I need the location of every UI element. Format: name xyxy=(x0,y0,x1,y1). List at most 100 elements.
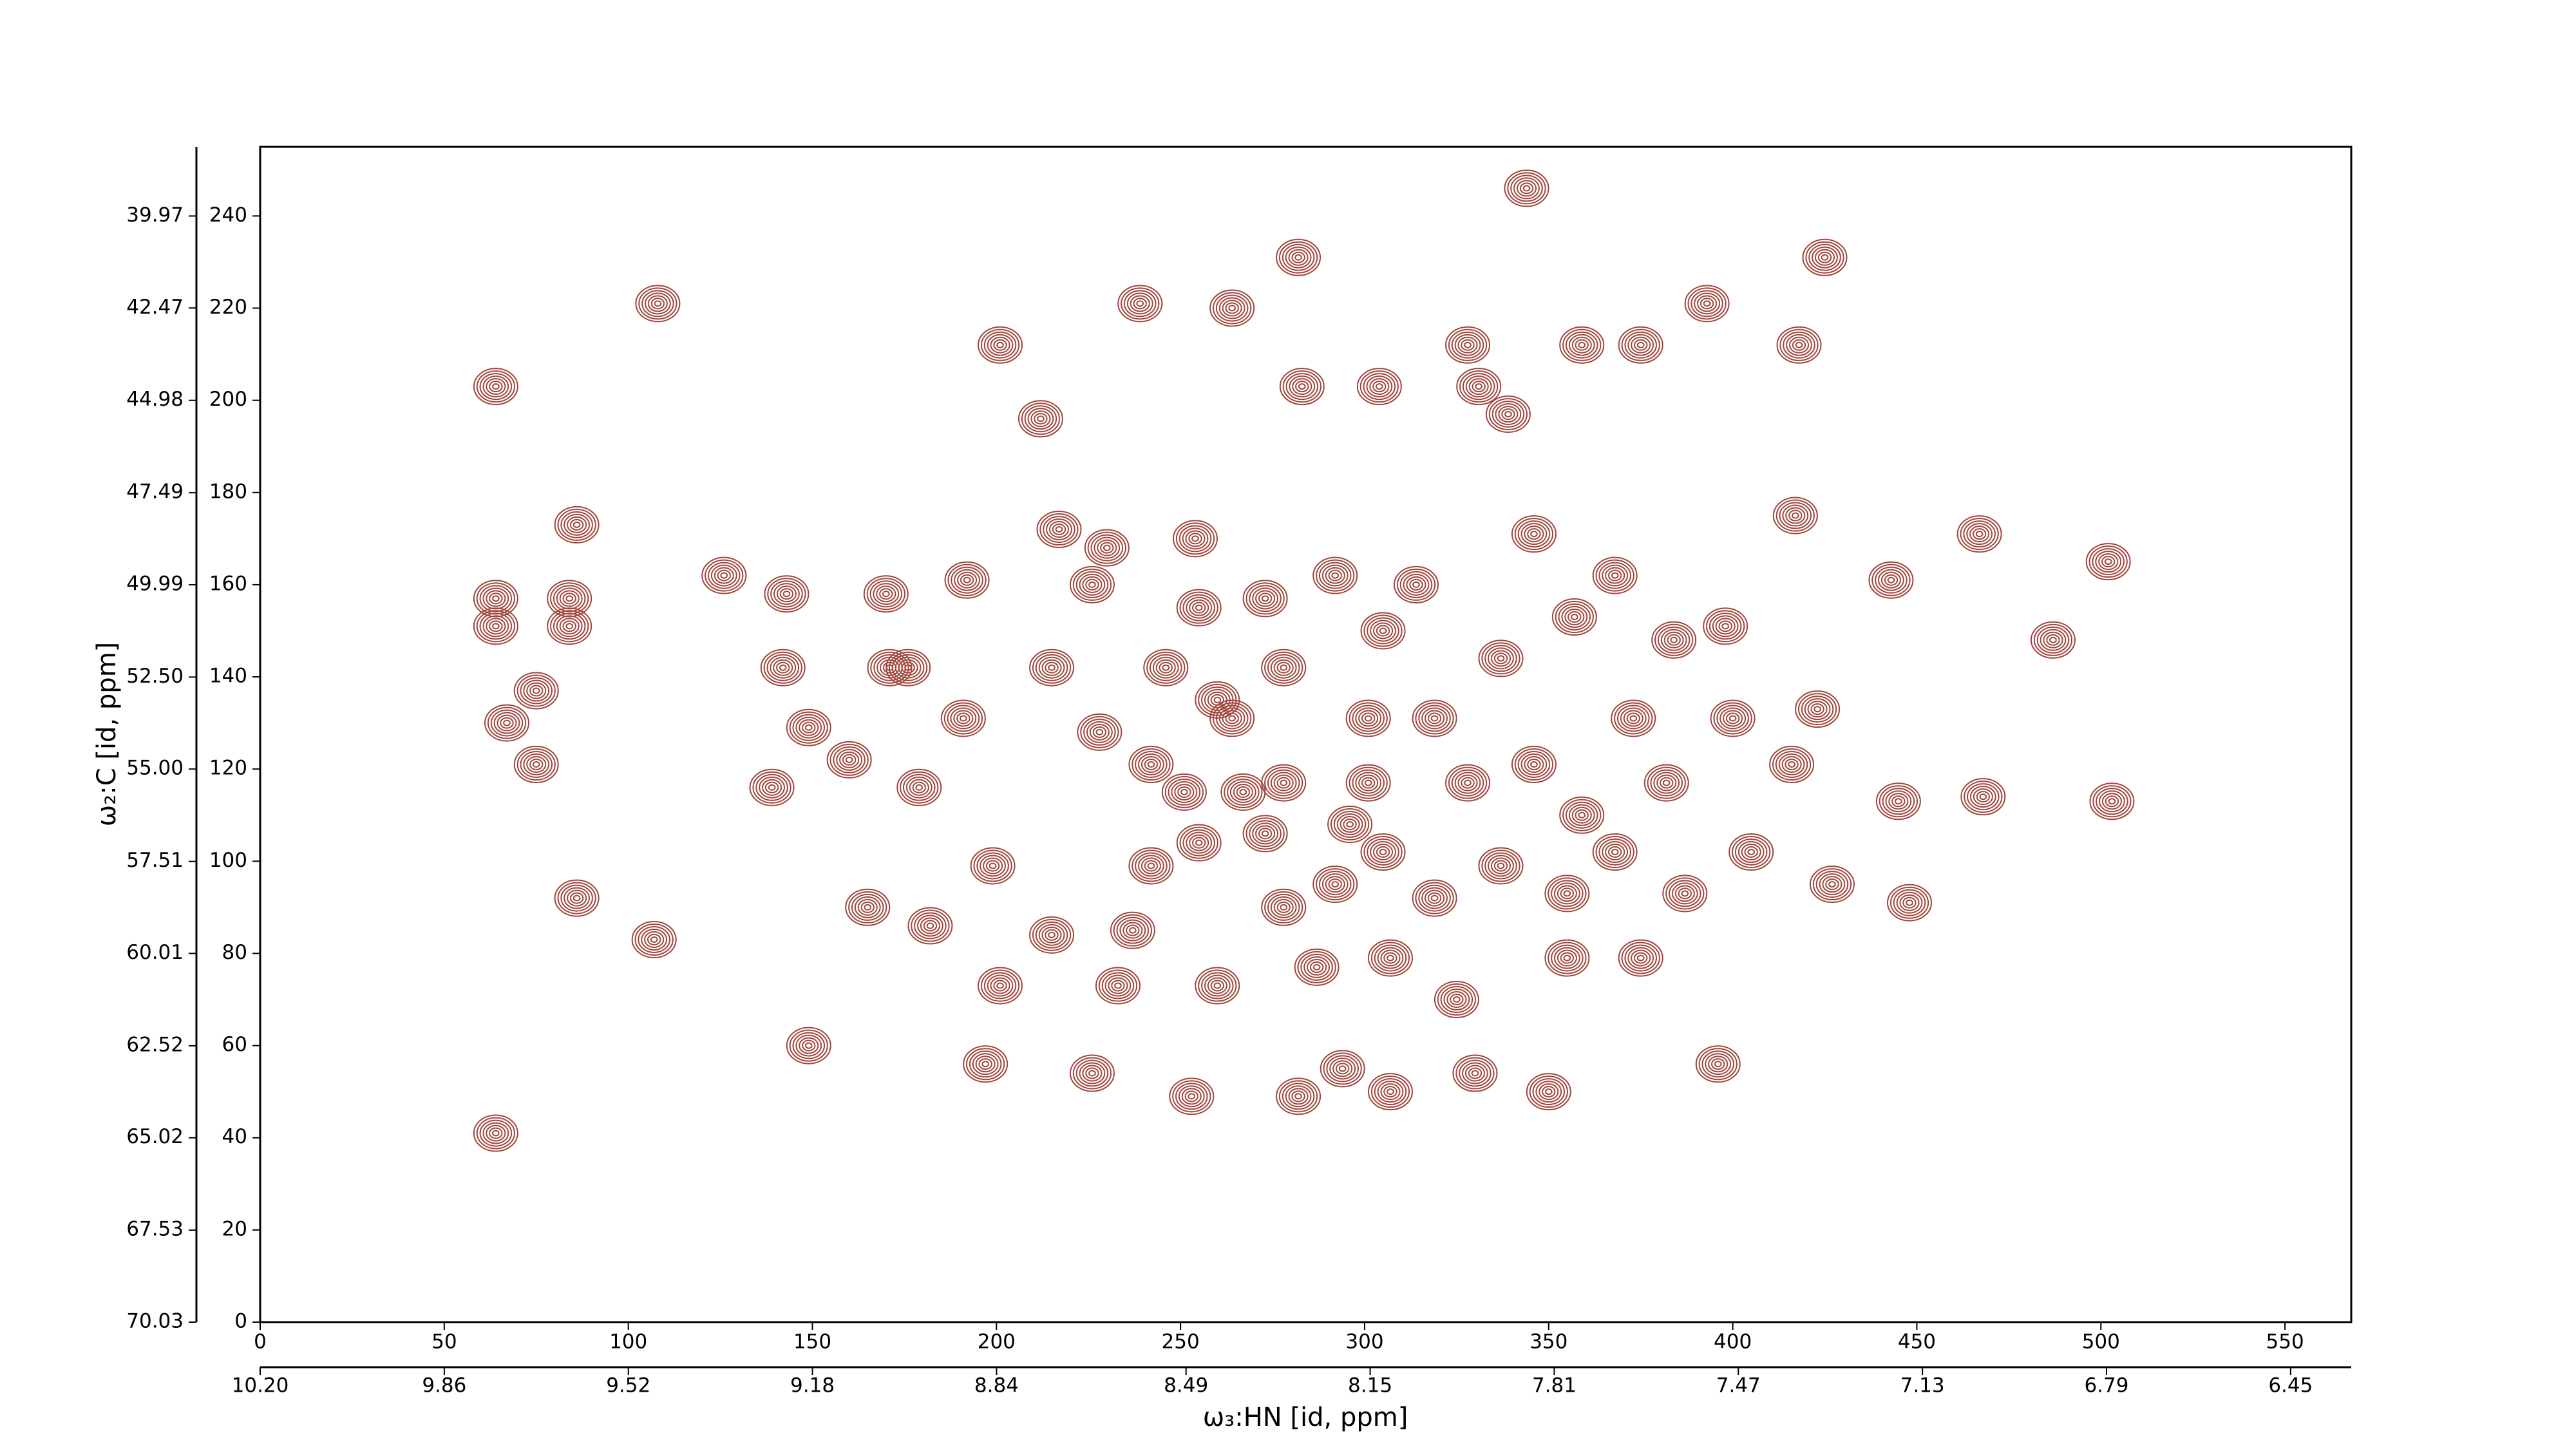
peak xyxy=(1029,916,1075,954)
contour-level xyxy=(1967,783,2000,811)
contour-level xyxy=(1294,948,1340,986)
peak xyxy=(1356,368,1402,406)
contour-level xyxy=(795,1034,822,1057)
contour-level xyxy=(1032,918,1072,951)
contour-level xyxy=(1186,596,1213,619)
x2-tick-label: 6.45 xyxy=(2268,1374,2313,1397)
contour-level xyxy=(896,768,942,806)
contour-level xyxy=(1530,531,1538,538)
contour-level xyxy=(1660,629,1687,651)
contour-level xyxy=(1367,617,1399,645)
contour-level xyxy=(1517,520,1551,548)
peak xyxy=(863,575,909,613)
contour-level xyxy=(1374,1078,1407,1106)
contour-level xyxy=(1280,904,1288,911)
contour-level xyxy=(1182,594,1216,621)
contour-level xyxy=(1098,969,1138,1002)
contour-level xyxy=(1174,783,1195,800)
peak xyxy=(978,326,1023,364)
contour-level xyxy=(1578,341,1586,348)
contour-level xyxy=(1121,287,1160,320)
contour-level xyxy=(1519,182,1534,194)
contour-level xyxy=(2033,623,2073,656)
contour-level xyxy=(476,610,516,643)
contour-level xyxy=(767,578,806,611)
contour-level xyxy=(482,1122,509,1144)
contour-level xyxy=(1100,542,1114,554)
contour-level xyxy=(1370,841,1396,863)
contour-level xyxy=(1037,415,1045,422)
contour-level xyxy=(1309,961,1324,973)
contour-level xyxy=(1213,292,1252,325)
contour-level xyxy=(1325,567,1345,584)
contour-level xyxy=(1559,326,1605,364)
contour-level xyxy=(554,506,600,544)
contour-level xyxy=(1614,702,1653,735)
contour-level xyxy=(1779,328,1819,361)
peak xyxy=(701,556,747,594)
contour-level xyxy=(1132,748,1171,781)
contour-level xyxy=(569,518,584,531)
peak xyxy=(1220,773,1266,811)
contour-level xyxy=(554,879,600,917)
contour-level xyxy=(1210,694,1225,706)
contour-level xyxy=(473,580,518,618)
peak xyxy=(1393,565,1439,603)
contour-level xyxy=(701,556,747,594)
contour-level xyxy=(1484,852,1517,880)
contour-level xyxy=(1024,405,1057,433)
contour-level xyxy=(1602,564,1629,587)
contour-level xyxy=(1261,595,1269,602)
contour-level xyxy=(1465,375,1492,398)
contour-level xyxy=(1607,846,1622,858)
contour-level xyxy=(1732,836,1771,868)
contour-level xyxy=(975,1056,996,1073)
contour-level xyxy=(562,620,576,632)
contour-level xyxy=(2104,558,2112,565)
contour-level xyxy=(1697,295,1718,312)
contour-level xyxy=(482,375,509,398)
contour-level xyxy=(500,717,514,729)
contour-level xyxy=(1565,801,1598,829)
contour-level xyxy=(1776,326,1822,364)
contour-level xyxy=(2101,793,2122,810)
contour-level xyxy=(1372,622,1394,639)
contour-level xyxy=(1276,238,1321,276)
contour-level xyxy=(1336,813,1363,836)
contour-level xyxy=(1029,649,1075,687)
contour-level xyxy=(1462,373,1495,401)
contour-level xyxy=(720,572,728,579)
contour-level xyxy=(1215,294,1249,322)
contour-level xyxy=(987,974,1014,997)
contour-level xyxy=(1665,877,1705,910)
contour-level xyxy=(960,715,967,722)
contour-level xyxy=(1113,914,1152,947)
contour-level xyxy=(1560,952,1575,964)
contour-level xyxy=(1558,603,1591,630)
peak xyxy=(1128,847,1174,885)
contour-level xyxy=(1035,654,1068,681)
contour-level xyxy=(1034,413,1048,425)
contour-level xyxy=(953,710,974,727)
contour-level xyxy=(1451,331,1484,359)
contour-level xyxy=(1653,772,1680,794)
peak xyxy=(1029,649,1075,687)
contour-level xyxy=(1778,753,1805,776)
contour-level xyxy=(1082,576,1103,593)
contour-level xyxy=(1292,378,1312,395)
contour-level xyxy=(1510,175,1543,202)
y-tick-label: 60 xyxy=(222,1033,247,1056)
contour-level xyxy=(479,585,513,612)
contour-level xyxy=(1973,788,1993,806)
contour-level xyxy=(1427,892,1442,904)
contour-level xyxy=(1161,773,1207,811)
contour-level xyxy=(489,620,503,632)
contour-level xyxy=(1678,887,1692,900)
contour-level xyxy=(912,781,926,793)
peak xyxy=(1161,773,1207,811)
contour-level xyxy=(1517,751,1551,779)
contour-level xyxy=(1088,581,1096,588)
x2-tick-label: 8.49 xyxy=(1164,1374,1208,1397)
peak xyxy=(845,888,891,926)
peak xyxy=(473,1114,518,1152)
